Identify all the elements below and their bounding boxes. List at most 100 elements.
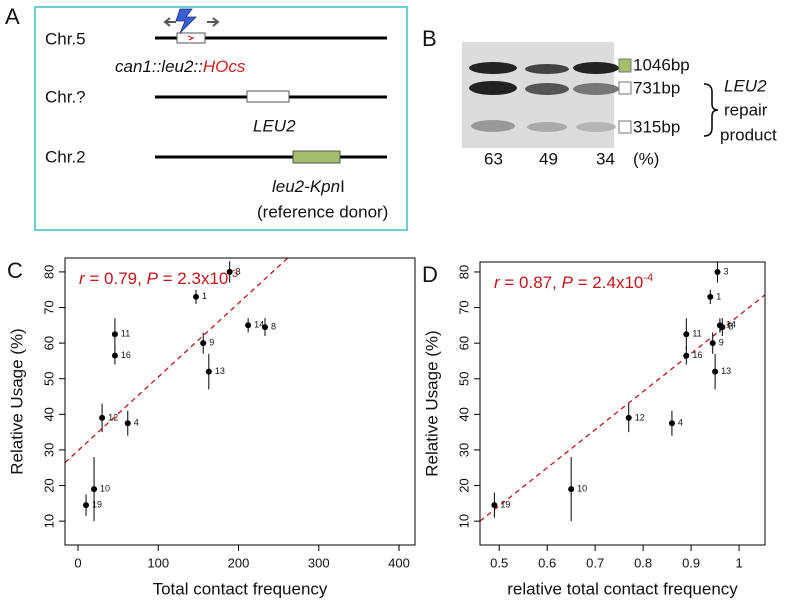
- point: [719, 324, 726, 331]
- bracket-label: LEU2: [724, 76, 767, 95]
- chromosome-name: Chr.?: [45, 87, 86, 106]
- locus-box: [292, 150, 341, 164]
- point-label: 19: [92, 499, 102, 509]
- panel-letter: D: [422, 262, 438, 287]
- x-tick-label: 400: [388, 555, 410, 570]
- point: [200, 340, 207, 347]
- annotation-part: = 2.4x10: [573, 273, 643, 292]
- point-label: 3: [236, 266, 241, 276]
- band-label: 315bp: [633, 117, 680, 136]
- annotation-part: P: [562, 273, 574, 292]
- y-tick-label: 70: [41, 300, 56, 314]
- y-tick-label: 40: [41, 407, 56, 421]
- point: [709, 340, 716, 347]
- point-label: 11: [692, 329, 701, 339]
- point-label: 8: [271, 321, 276, 331]
- x-tick-label: 200: [228, 555, 250, 570]
- percentage: 34: [596, 149, 615, 168]
- y-tick-label: 50: [456, 372, 471, 386]
- x-tick-label: 0: [74, 555, 81, 570]
- chromosome-name: Chr.2: [45, 147, 86, 166]
- point: [124, 420, 131, 427]
- x-axis-label: Total contact frequency: [153, 579, 328, 598]
- annotation-part: = 0.79,: [85, 269, 147, 288]
- point-label: 9: [209, 337, 214, 347]
- band-key: [618, 120, 632, 134]
- x-axis-label: relative total contact frequency: [507, 579, 738, 598]
- x-tick-label: 0.5: [490, 555, 508, 570]
- x-tick-label: 0.7: [586, 555, 604, 570]
- locus-label-part: can1::leu2::: [115, 57, 203, 76]
- bracket-label: product: [720, 125, 777, 144]
- point-label: 14: [726, 320, 736, 330]
- bracket: [703, 83, 719, 137]
- locus-box: [176, 32, 206, 44]
- plot-frame: [479, 261, 766, 546]
- locus-label-part: Kpn: [310, 177, 340, 196]
- chromosome-name: Chr.5: [45, 29, 86, 48]
- y-tick-label: 60: [41, 336, 56, 350]
- y-tick-label: 80: [41, 265, 56, 279]
- primer-arrow: [163, 17, 176, 27]
- point: [568, 486, 575, 493]
- point-label: 13: [215, 366, 225, 376]
- y-tick-label: 30: [41, 443, 56, 457]
- point: [205, 368, 212, 375]
- break-icon: [175, 8, 197, 34]
- locus-box: [246, 90, 290, 103]
- annotation-part: = 2.3x10: [158, 269, 228, 288]
- band-label: 731bp: [633, 78, 680, 97]
- locus-label-part: leu2-: [272, 177, 310, 196]
- y-tick-label: 10: [41, 514, 56, 528]
- y-tick-label: 20: [456, 478, 471, 492]
- point: [262, 324, 268, 331]
- cut-mark: [187, 35, 195, 41]
- percentage: 49: [539, 149, 558, 168]
- locus-label-part: I: [340, 177, 345, 196]
- band-key: [618, 81, 632, 95]
- x-tick-label: 0.9: [682, 555, 700, 570]
- annotation: r = 0.79, P = 2.3x10-3: [79, 268, 238, 289]
- panel-letter: A: [5, 4, 20, 29]
- annotation-part: P: [147, 269, 159, 288]
- point: [712, 368, 719, 375]
- point: [625, 414, 632, 421]
- y-tick-label: 20: [41, 478, 56, 492]
- panel-letter: C: [7, 258, 23, 283]
- point-label: 11: [121, 329, 130, 339]
- point-label: 3: [724, 266, 729, 276]
- point: [491, 502, 498, 509]
- annotation-part: r: [494, 273, 501, 292]
- point: [192, 293, 199, 300]
- point: [91, 486, 98, 493]
- gel-image: [462, 42, 614, 148]
- point: [683, 352, 690, 359]
- panel-letter: B: [422, 26, 437, 51]
- locus-label-part: HOcs: [203, 57, 246, 76]
- point: [99, 414, 106, 421]
- locus-label: LEU2: [253, 116, 296, 135]
- annotation-part: r: [79, 269, 86, 288]
- point-label: 13: [721, 366, 731, 376]
- x-tick-label: 1: [735, 555, 742, 570]
- band-label: 1046bp: [633, 55, 690, 74]
- point: [714, 268, 721, 275]
- x-tick-label: 300: [308, 555, 330, 570]
- x-tick-label: 0.6: [538, 555, 556, 570]
- annotation-part: = 0.87,: [500, 273, 562, 292]
- y-tick-label: 60: [456, 336, 471, 350]
- point-label: 14: [254, 320, 264, 330]
- annotation-part: -4: [643, 272, 653, 284]
- point: [111, 352, 118, 359]
- y-tick-label: 50: [41, 371, 56, 385]
- annotation-part: -3: [228, 268, 238, 280]
- fit-line: [65, 258, 289, 464]
- y-axis-label: Relative Usage (%): [422, 330, 441, 476]
- percentage: 63: [484, 149, 503, 168]
- fit-line: [480, 294, 765, 522]
- point-label: 10: [100, 483, 110, 493]
- bracket-label: repair: [724, 100, 768, 119]
- point: [683, 331, 690, 338]
- y-tick-label: 10: [456, 514, 471, 528]
